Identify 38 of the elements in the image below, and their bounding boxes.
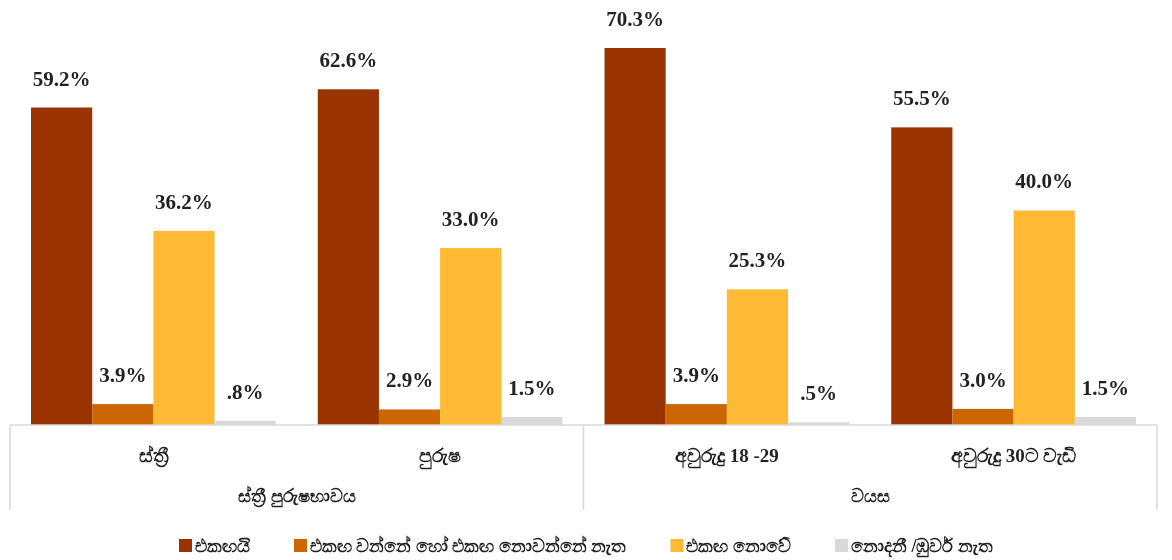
data-label: 25.3% [728, 248, 787, 273]
legend-label: එකඟයි [194, 536, 251, 556]
data-label: 70.3% [606, 7, 664, 31]
data-label: 2.9% [385, 368, 434, 393]
data-label: 59.2% [32, 66, 91, 91]
bar [317, 89, 379, 425]
text: වයස [850, 486, 890, 506]
bar [92, 404, 154, 425]
x-tick-label: අවුරුදු 30ට වැඩි [950, 445, 1077, 469]
bar [891, 127, 953, 425]
bar [1013, 210, 1075, 425]
data-label: 3.9% [99, 363, 147, 388]
bar [378, 409, 441, 425]
bar [153, 230, 215, 425]
x-tick-label: පුරුෂ [419, 445, 462, 470]
bar [726, 289, 789, 425]
data-label: 33.0% [441, 207, 500, 232]
x-tick-label: ස්ත්‍රී [138, 445, 169, 468]
legend-label: එකඟ වන්නේ හෝ එකඟ නොවන්නේ නැත [309, 535, 627, 556]
data-label: 1.5% [1081, 375, 1130, 400]
bar [440, 248, 502, 425]
data-label: 62.6% [319, 48, 378, 73]
legend-label: නොදනී /ඹුවර් නැත [850, 535, 994, 558]
legend-label: එකඟ නොවේ [686, 536, 791, 556]
x-tick-label: අවුරුදු 18 -29 [674, 445, 779, 469]
bar [952, 408, 1014, 425]
data-label: 3.0% [959, 367, 1007, 392]
text: ස්ත්‍රී පුරුෂභාවය [238, 485, 356, 508]
data-label: 36.2% [155, 189, 213, 214]
bar [665, 404, 727, 425]
data-label: 3.9% [672, 363, 720, 388]
data-label: 55.5% [892, 86, 951, 111]
bar [604, 48, 666, 425]
data-label: 1.5% [508, 375, 556, 400]
data-label: 40.0% [1015, 169, 1074, 194]
bar [31, 107, 93, 425]
data-label: .5% [800, 381, 838, 406]
data-label: .8% [226, 379, 264, 404]
